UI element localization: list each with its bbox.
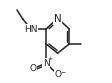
Text: HN: HN [24, 25, 38, 34]
Text: O: O [29, 64, 36, 73]
Text: +: + [48, 56, 53, 61]
Text: N: N [43, 59, 49, 68]
Text: N: N [54, 14, 61, 24]
Text: O: O [54, 70, 61, 79]
Text: −: − [60, 69, 65, 74]
